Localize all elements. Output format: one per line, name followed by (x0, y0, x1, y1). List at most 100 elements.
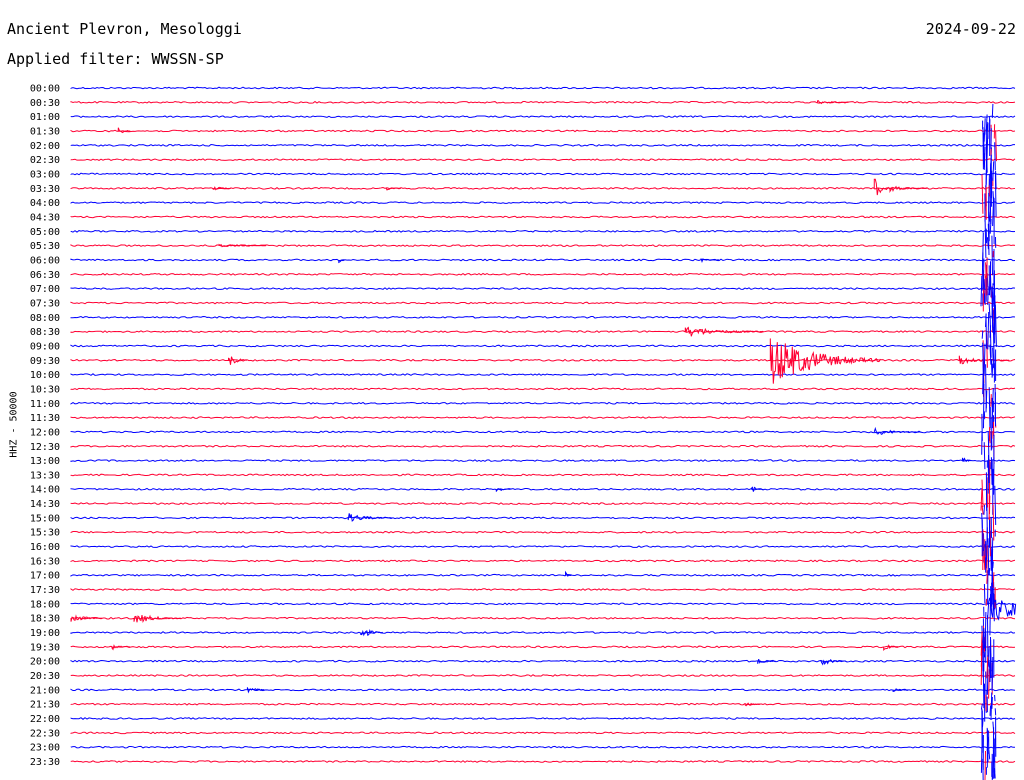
time-tick-label: 16:30 (30, 556, 60, 567)
large-event-burst (994, 485, 997, 526)
time-tick-label: 02:00 (30, 141, 60, 152)
large-event-burst (982, 544, 985, 552)
trace-row-1700 (70, 573, 1016, 577)
trace-row-0530 (70, 244, 1016, 248)
large-event-burst (992, 283, 995, 307)
large-event-burst (983, 628, 986, 649)
time-tick-label: 13:30 (30, 470, 60, 481)
seismic-event (246, 687, 266, 694)
large-event-burst (985, 598, 988, 606)
large-event-burst (986, 152, 988, 173)
large-event-burst (991, 363, 994, 378)
time-tick-label: 16:00 (30, 542, 60, 553)
time-tick-label: 14:00 (30, 485, 60, 496)
large-event-burst (991, 286, 994, 328)
trace-row-0730 (70, 301, 1016, 305)
large-event-burst (995, 130, 997, 162)
time-tick-label: 05:00 (30, 227, 60, 238)
time-tick-label: 19:30 (30, 642, 60, 653)
time-tick-label: 12:30 (30, 442, 60, 453)
time-tick-label: 17:30 (30, 585, 60, 596)
trace-row-0200 (70, 143, 1016, 147)
trace-row-0130 (70, 129, 1016, 133)
large-event-burst (992, 347, 994, 368)
large-event-burst (991, 235, 993, 276)
large-event-burst (992, 721, 995, 736)
seismic-event (744, 702, 761, 707)
large-event-burst (990, 394, 992, 407)
large-event-burst (991, 585, 994, 605)
large-event-burst (985, 114, 988, 135)
time-tick-label: 10:30 (30, 384, 60, 395)
large-event-burst (988, 661, 991, 674)
trace-row-1430 (70, 502, 1016, 505)
large-event-burst (988, 442, 990, 484)
large-event-burst (989, 649, 992, 679)
large-event-burst (980, 488, 983, 511)
large-event-burst (992, 161, 995, 181)
time-tick-label: 23:30 (30, 757, 60, 768)
time-tick-label: 22:30 (30, 728, 60, 739)
seismic-event (70, 614, 103, 622)
large-event-burst (989, 344, 992, 365)
time-tick-label: 10:00 (30, 370, 60, 381)
large-event-burst (986, 655, 989, 679)
trace-row-0830 (70, 330, 1016, 333)
large-event-burst (992, 504, 995, 541)
large-event-burst (983, 343, 986, 375)
trace-row-1300 (70, 459, 1016, 462)
trace-row-1630 (70, 559, 1016, 563)
time-tick-label: 22:00 (30, 714, 60, 725)
trace-row-0300 (70, 172, 1016, 176)
seismic-event (564, 570, 572, 577)
large-event-burst (989, 315, 992, 358)
trace-row-1130 (70, 416, 1016, 419)
large-event-burst (981, 174, 984, 214)
large-event-burst (994, 708, 997, 716)
large-event-burst (980, 642, 983, 667)
seismic-event (757, 658, 776, 664)
trace-row-1230 (70, 444, 1016, 448)
record-date: 2024-09-22 (925, 20, 1016, 38)
large-event-burst (986, 124, 988, 132)
trace-row-1030 (70, 387, 1016, 391)
trace-row-2100 (70, 688, 1016, 692)
large-event-burst (983, 293, 986, 306)
trace-row-0230 (70, 158, 1016, 162)
large-event-burst (981, 625, 984, 654)
large-event-burst (992, 561, 994, 569)
time-tick-label: 13:00 (30, 456, 60, 467)
large-event-burst (989, 325, 992, 338)
large-event-burst (989, 427, 991, 444)
time-tick-label: 19:00 (30, 628, 60, 639)
trace-row-0030 (70, 100, 1016, 104)
time-tick-label: 07:30 (30, 298, 60, 309)
seismic-event (769, 338, 881, 384)
large-event-burst (981, 505, 984, 515)
seismic-event (360, 629, 383, 637)
seismic-event (212, 186, 231, 191)
time-tick-label: 00:00 (30, 84, 60, 95)
time-tick-label: 21:00 (30, 685, 60, 696)
trace-row-2130 (70, 702, 1016, 706)
large-event-burst (986, 237, 989, 250)
time-tick-label: 06:30 (30, 270, 60, 281)
filter-label: Applied filter: WWSSN-SP (7, 50, 224, 68)
time-tick-label: 15:30 (30, 528, 60, 539)
trace-row-1530 (70, 530, 1016, 534)
seismic-event (684, 326, 764, 337)
time-tick-label: 20:00 (30, 657, 60, 668)
large-event-burst (988, 303, 991, 319)
seismic-event (820, 658, 846, 666)
seismic-event (889, 185, 928, 193)
time-tick-label: 08:30 (30, 327, 60, 338)
large-event-burst (985, 364, 987, 409)
time-tick-label: 17:00 (30, 571, 60, 582)
trace-row-2200 (70, 717, 1016, 720)
large-event-burst (991, 696, 993, 709)
large-event-burst (990, 692, 993, 720)
time-tick-label: 18:30 (30, 614, 60, 625)
time-tick-label: 18:00 (30, 599, 60, 610)
seismic-event (883, 644, 899, 651)
